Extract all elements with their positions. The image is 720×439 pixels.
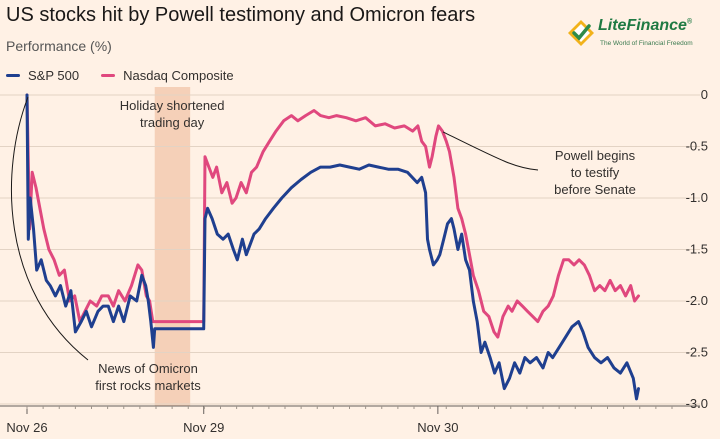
logo-tagline: The World of Financial Freedom xyxy=(600,40,693,47)
annotation-powell-leader xyxy=(442,131,539,171)
legend-swatch-sp500 xyxy=(6,74,20,77)
y-tick-label: -3.0 xyxy=(686,396,708,411)
legend-label-nasdaq: Nasdaq Composite xyxy=(123,68,234,83)
legend-item-nasdaq: Nasdaq Composite xyxy=(101,68,234,83)
litefinance-logo: LiteFinance® The World of Financial Free… xyxy=(566,16,712,56)
nasdaq-composite-line xyxy=(25,93,640,339)
legend-swatch-nasdaq xyxy=(101,74,116,77)
y-tick-label: -2.0 xyxy=(686,293,708,308)
sp500-line xyxy=(25,93,640,401)
y-tick-label: -0.5 xyxy=(686,139,708,154)
chart-subtitle: Performance (%) xyxy=(6,38,112,54)
legend-item-sp500: S&P 500 xyxy=(6,68,79,83)
y-tick-label: 0 xyxy=(701,87,708,102)
x-tick-label: Nov 30 xyxy=(417,420,458,435)
chart-legend: S&P 500 Nasdaq Composite xyxy=(6,68,256,83)
annotation-omicron: News of Omicron first rocks markets xyxy=(95,361,201,393)
annotation-holiday: Holiday shortened trading day xyxy=(120,98,225,130)
y-tick-label: -1.5 xyxy=(686,242,708,257)
annotation-powell: Powell begins to testify before Senate xyxy=(554,148,636,197)
x-tick-label: Nov 29 xyxy=(183,420,224,435)
litefinance-logo-icon xyxy=(568,20,594,46)
holiday-shaded-band xyxy=(154,87,191,406)
y-tick-label: -1.0 xyxy=(686,190,708,205)
x-tick-label: Nov 26 xyxy=(6,420,47,435)
chart-title: US stocks hit by Powell testimony and Om… xyxy=(6,4,476,26)
legend-label-sp500: S&P 500 xyxy=(28,68,80,83)
annotation-omicron-leader xyxy=(11,96,89,361)
y-tick-label: -2.5 xyxy=(686,345,708,360)
logo-brand-text: LiteFinance® xyxy=(598,17,693,34)
